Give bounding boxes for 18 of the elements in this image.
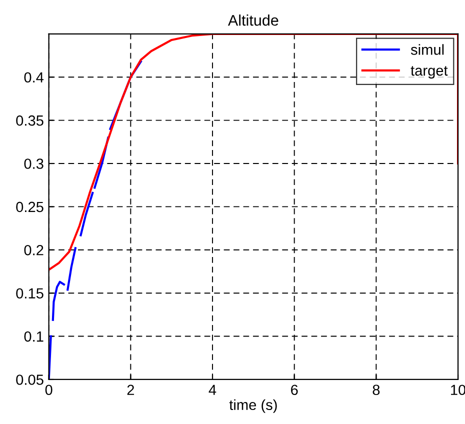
x-tick-label: 2 (127, 384, 134, 395)
y-tick-label: 0.35 (16, 115, 44, 126)
y-tick-label: 0.4 (24, 72, 44, 83)
y-tick-label: 0.3 (24, 158, 44, 169)
x-tick-label: 6 (291, 384, 298, 396)
x-tick-label: 8 (372, 384, 380, 396)
legend-label: target (410, 66, 448, 79)
y-tick-label: 0.1 (24, 331, 44, 342)
x-axis-title: time (s) (229, 399, 277, 413)
chart-title: Altitude (228, 14, 278, 26)
y-tick-label: 0.25 (16, 202, 44, 212)
legend-label: simul (410, 44, 444, 55)
line-series (52, 280, 66, 321)
x-tick-label: 0 (45, 384, 52, 396)
y-tick-label: 0.05 (16, 374, 44, 385)
y-tick-label: 0.2 (24, 244, 44, 256)
y-tick-label: 0.15 (16, 288, 44, 299)
x-tick-label: 4 (208, 384, 216, 395)
